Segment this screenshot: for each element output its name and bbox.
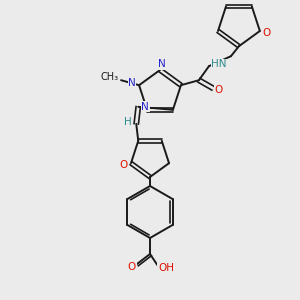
Text: OH: OH: [158, 263, 174, 273]
Text: O: O: [263, 28, 271, 38]
Text: CH₃: CH₃: [100, 72, 118, 82]
Text: N: N: [141, 102, 149, 112]
Text: O: O: [215, 85, 223, 95]
Text: N: N: [158, 59, 166, 69]
Text: O: O: [120, 160, 128, 170]
Text: O: O: [128, 262, 136, 272]
Text: HN: HN: [211, 59, 227, 69]
Text: N: N: [128, 78, 136, 88]
Text: H: H: [124, 117, 132, 127]
